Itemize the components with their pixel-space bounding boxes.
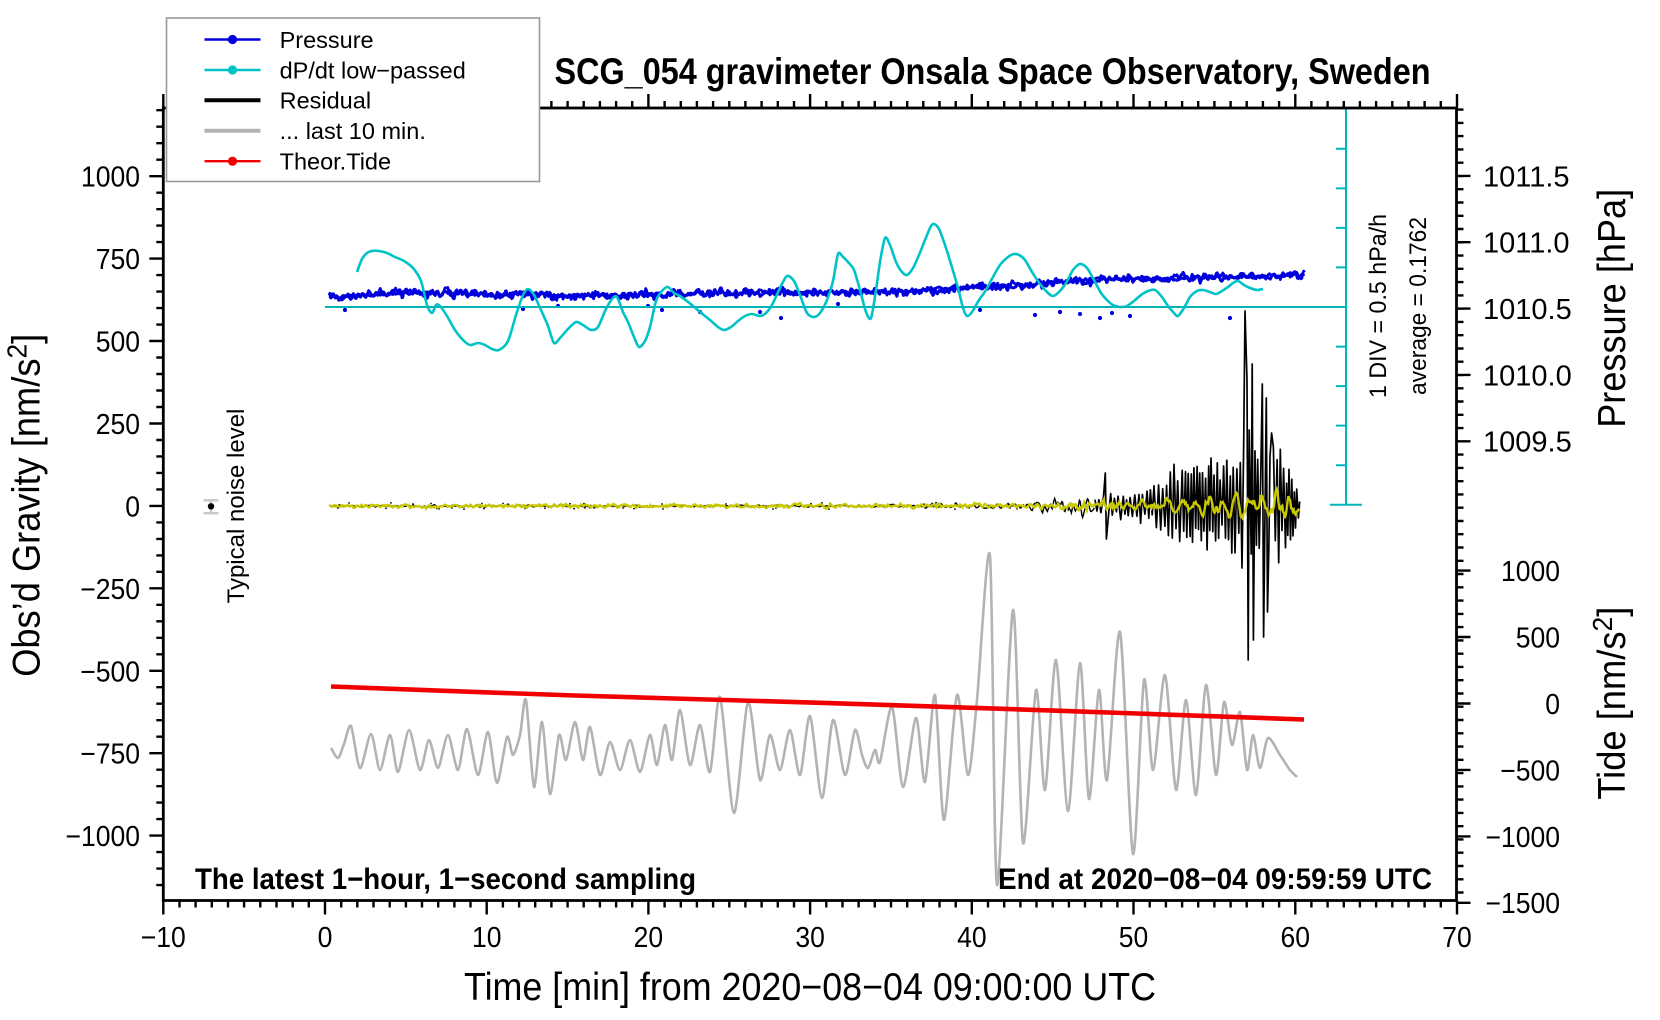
svg-text:−10: −10: [141, 922, 186, 954]
svg-text:−500: −500: [80, 656, 140, 688]
svg-text:500: 500: [1516, 622, 1560, 654]
svg-text:750: 750: [96, 244, 140, 276]
svg-text:−500: −500: [1500, 755, 1560, 787]
svg-text:−1000: −1000: [1486, 822, 1561, 854]
svg-text:Pressure: Pressure: [280, 27, 374, 53]
svg-text:dP/dt low−passed: dP/dt low−passed: [280, 57, 466, 83]
svg-text:70: 70: [1442, 922, 1472, 954]
svg-text:30: 30: [795, 922, 825, 954]
svg-text:End at 2020−08−04 09:59:59 UTC: End at 2020−08−04 09:59:59 UTC: [998, 863, 1432, 896]
svg-text:Typical noise level: Typical noise level: [223, 409, 250, 604]
svg-text:1010.5: 1010.5: [1483, 294, 1572, 326]
svg-text:1011.0: 1011.0: [1483, 228, 1570, 260]
svg-text:40: 40: [957, 922, 987, 954]
svg-text:1011.5: 1011.5: [1483, 161, 1570, 193]
svg-text:Theor.Tide: Theor.Tide: [280, 149, 391, 175]
svg-text:Tide [nm/s2]: Tide [nm/s2]: [1587, 607, 1634, 800]
svg-text:0: 0: [1545, 689, 1560, 721]
svg-text:Obs’d Gravity [nm/s2]: Obs’d Gravity [nm/s2]: [2, 334, 49, 677]
svg-text:1000: 1000: [1501, 556, 1560, 588]
svg-text:0: 0: [318, 922, 333, 954]
svg-text:1010.0: 1010.0: [1483, 360, 1572, 392]
svg-text:60: 60: [1281, 922, 1311, 954]
svg-text:500: 500: [96, 327, 140, 359]
svg-text:1000: 1000: [81, 162, 140, 194]
svg-text:The latest 1−hour, 1−second sa: The latest 1−hour, 1−second sampling: [195, 863, 696, 896]
svg-text:SCG_054 gravimeter Onsala Spac: SCG_054 gravimeter Onsala Space Observat…: [555, 51, 1431, 92]
svg-text:−750: −750: [80, 739, 140, 771]
svg-text:50: 50: [1119, 922, 1149, 954]
svg-text:−1000: −1000: [66, 821, 141, 853]
svg-text:... last 10 min.: ... last 10 min.: [280, 118, 426, 144]
svg-text:−1500: −1500: [1486, 888, 1561, 920]
svg-text:−250: −250: [80, 574, 140, 606]
svg-text:Time [min] from 2020−08−04 09:: Time [min] from 2020−08−04 09:00:00 UTC: [464, 966, 1156, 1009]
svg-text:1 DIV = 0.5 hPa/h: 1 DIV = 0.5 hPa/h: [1365, 214, 1392, 398]
svg-text:Residual: Residual: [280, 88, 371, 114]
svg-text:0: 0: [125, 491, 140, 523]
svg-text:average = 0.1762: average = 0.1762: [1405, 217, 1432, 395]
svg-text:10: 10: [472, 922, 502, 954]
svg-text:1009.5: 1009.5: [1483, 427, 1572, 459]
svg-text:250: 250: [96, 409, 140, 441]
svg-text:Pressure [hPa]: Pressure [hPa]: [1591, 189, 1634, 428]
svg-text:20: 20: [634, 922, 664, 954]
